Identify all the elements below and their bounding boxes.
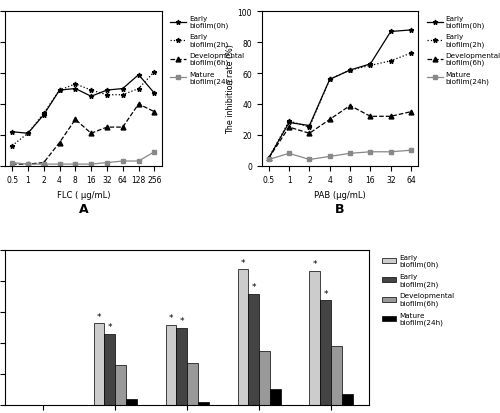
Bar: [166, 325, 176, 405]
Legend: Early
biofilm(0h), Early
biofilm(2h), Developmental
biofilm(6h), Mature
biofilm(: Early biofilm(0h), Early biofilm(2h), De…: [424, 13, 500, 88]
Bar: [320, 300, 331, 405]
Bar: [115, 365, 126, 405]
Bar: [187, 363, 198, 405]
Bar: [331, 346, 342, 405]
X-axis label: PAB (μg/mL): PAB (μg/mL): [314, 190, 366, 199]
Text: *: *: [180, 316, 184, 325]
Bar: [126, 399, 136, 405]
Text: *: *: [96, 312, 101, 321]
Text: *: *: [108, 323, 112, 332]
Bar: [259, 351, 270, 405]
Bar: [198, 402, 208, 405]
X-axis label: FLC ( μg/mL): FLC ( μg/mL): [56, 190, 110, 199]
Bar: [176, 328, 187, 405]
Text: *: *: [324, 289, 328, 298]
Bar: [104, 334, 115, 405]
Text: A: A: [78, 202, 88, 216]
Legend: Early
biofilm(0h), Early
biofilm(2h), Developmental
biofilm(6h), Mature
biofilm(: Early biofilm(0h), Early biofilm(2h), De…: [379, 252, 458, 328]
Text: *: *: [312, 260, 317, 268]
Bar: [248, 294, 259, 405]
Legend: Early
biofilm(0h), Early
biofilm(2h), Developmental
biofilm(6h), Mature
biofilm(: Early biofilm(0h), Early biofilm(2h), De…: [167, 13, 247, 88]
Bar: [270, 389, 280, 405]
Text: *: *: [240, 258, 245, 267]
Text: *: *: [252, 282, 256, 292]
Bar: [94, 323, 104, 405]
Text: B: B: [335, 202, 344, 216]
Bar: [342, 394, 352, 405]
Y-axis label: The inhibition rate (%): The inhibition rate (%): [226, 45, 234, 134]
Text: *: *: [168, 313, 173, 323]
Bar: [310, 271, 320, 405]
Bar: [238, 269, 248, 405]
